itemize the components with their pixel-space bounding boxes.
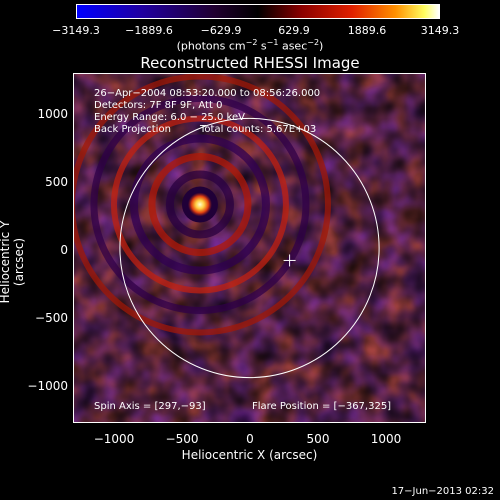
colorbar-tick: 1889.6 [347, 24, 387, 37]
y-tick-label: 0 [60, 243, 68, 257]
annotation-detectors: Detectors: 7F 8F 9F, Att 0 [94, 100, 223, 111]
y-tick-label: −500 [35, 311, 68, 325]
y-tick-label: 1000 [37, 107, 68, 121]
y-tick-label: −1000 [27, 379, 68, 393]
x-tick-label: 1000 [370, 432, 402, 446]
plot-area [73, 73, 426, 423]
colorbar [76, 4, 440, 19]
artifact-ring [90, 95, 310, 314]
annotation-time: 26−Apr−2004 08:53:20.000 to 08:56:26.000 [94, 88, 321, 99]
annotation-flare-position: Flare Position = [−367,325] [252, 401, 392, 412]
colorbar-tick: −1889.6 [125, 24, 173, 37]
colorbar-tick: 629.9 [278, 24, 310, 37]
colorbar-tick: −3149.3 [52, 24, 100, 37]
artifact-ring [165, 170, 234, 239]
y-axis-label: Heliocentric Y (arcsec) [0, 221, 26, 304]
artifact-ring [148, 153, 252, 256]
y-tick-label: 500 [45, 175, 68, 189]
x-axis-label: Heliocentric X (arcsec) [181, 448, 318, 462]
artifact-ring [74, 74, 331, 336]
artifact-ring [110, 115, 289, 294]
spin-axis-marker [283, 254, 296, 267]
chart-title: Reconstructed RHESSI Image [140, 54, 360, 72]
solar-disk-limb [119, 117, 380, 379]
x-tick-label: 500 [306, 432, 330, 446]
x-tick-label: −500 [165, 432, 199, 446]
datestamp: 17−Jun−2013 02:32 [391, 486, 494, 497]
annotation-energy: Energy Range: 6.0 − 25.0 keV [94, 112, 245, 123]
flare-source [187, 192, 212, 217]
x-tick-label: −1000 [93, 432, 135, 446]
colorbar-tick: −629.9 [200, 24, 242, 37]
x-tick-label: 0 [246, 432, 254, 446]
colorbar-unit-label: (photons cm−2 s−1 asec−2) [176, 38, 324, 53]
heatmap-svg [74, 74, 425, 422]
colorbar-tick: 3149.3 [420, 24, 460, 37]
annotation-counts: Total counts: 5.67E+03 [200, 124, 317, 135]
annotation-method: Back Projection [94, 124, 171, 135]
annotation-spin-axis: Spin Axis = [297,−93] [94, 401, 206, 412]
artifact-ring [129, 134, 270, 275]
source-rings [74, 74, 331, 336]
